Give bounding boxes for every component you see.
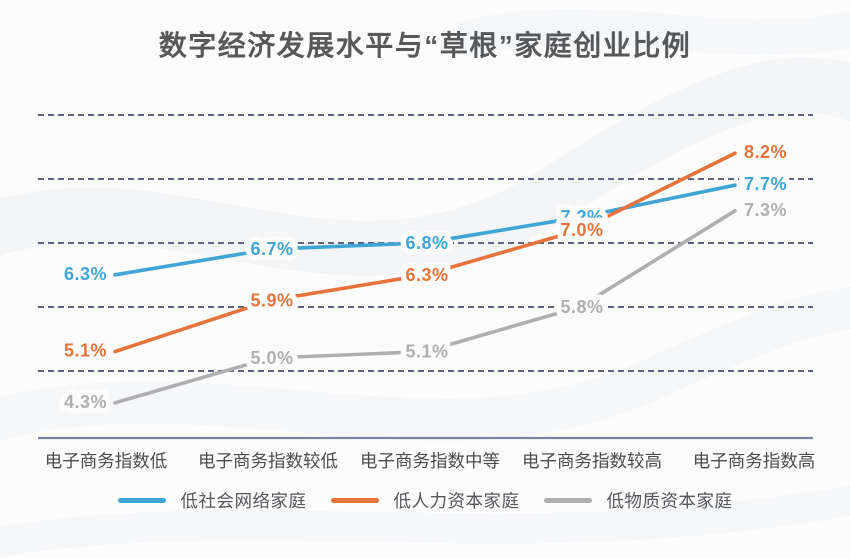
legend-item-low-social-network: 低社会网络家庭 [117, 488, 307, 513]
x-axis-label: 电子商务指数高 [693, 451, 816, 471]
data-label: 6.3% [64, 264, 107, 284]
legend-label: 低物质资本家庭 [606, 491, 733, 511]
x-axis-label: 电子商务指数较低 [198, 451, 338, 471]
x-axis-label: 电子商务指数中等 [360, 451, 500, 471]
x-axis-label: 电子商务指数较高 [522, 451, 662, 471]
legend-line-marker-blue [117, 498, 166, 503]
legend-label: 低社会网络家庭 [180, 491, 307, 511]
data-label: 7.0% [560, 220, 603, 240]
data-label: 7.7% [744, 174, 787, 194]
data-label: 8.2% [744, 142, 787, 162]
data-label: 4.3% [64, 392, 107, 412]
legend-label: 低人力资本家庭 [393, 491, 520, 511]
data-label: 6.7% [250, 239, 293, 259]
data-label: 5.0% [250, 348, 293, 368]
data-label: 5.1% [64, 341, 107, 361]
legend-item-low-human-capital: 低人力资本家庭 [330, 488, 520, 513]
data-label: 6.8% [405, 233, 448, 253]
series-line-0 [113, 183, 737, 277]
legend-line-marker-gray [543, 498, 592, 503]
data-label: 5.8% [560, 297, 603, 317]
series-line-1 [113, 151, 737, 354]
legend-item-low-material-capital: 低物质资本家庭 [543, 488, 733, 513]
data-label: 6.3% [405, 265, 448, 285]
series-line-2 [113, 209, 737, 405]
legend-line-marker-orange [330, 498, 379, 503]
chart-title: 数字经济发展水平与“草根”家庭创业比例 [158, 30, 692, 61]
chart-legend: 低社会网络家庭 低人力资本家庭 低物质资本家庭 [0, 488, 850, 513]
data-label: 5.1% [405, 342, 448, 362]
x-axis-label: 电子商务指数低 [45, 451, 168, 471]
data-label: 7.3% [744, 200, 787, 220]
data-label: 5.9% [250, 290, 293, 310]
